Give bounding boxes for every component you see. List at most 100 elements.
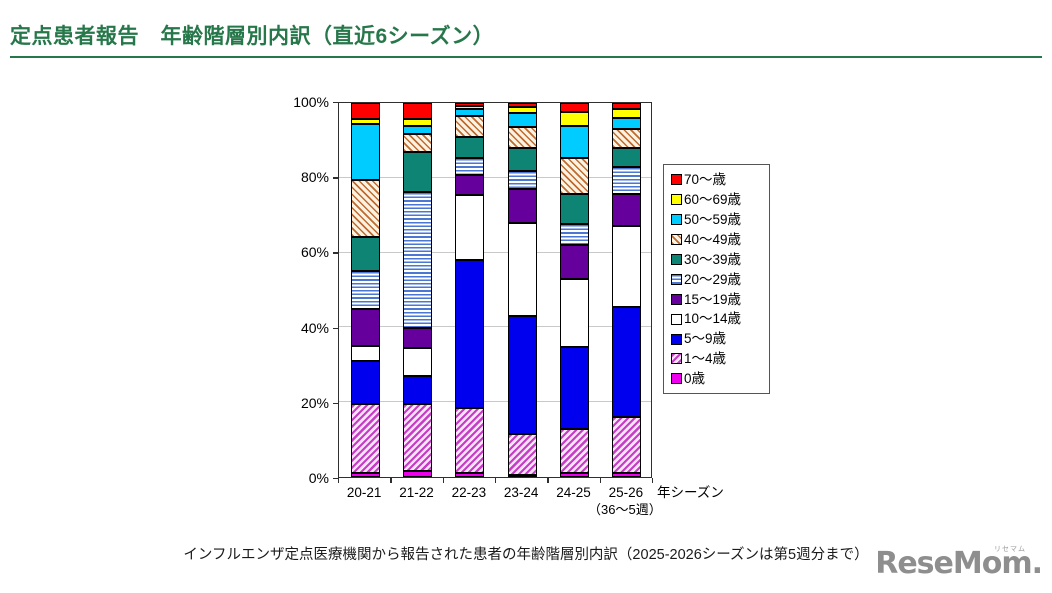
- y-axis-tick: [333, 402, 338, 405]
- y-axis-tick: [333, 252, 338, 254]
- bar-segment-1～4歳: [612, 417, 642, 473]
- bar-segment-15～19歳: [560, 245, 589, 280]
- x-axis-tick: [338, 478, 340, 483]
- bar-segment-70～歳: [560, 103, 589, 112]
- x-axis-label: 24-25: [556, 485, 591, 500]
- y-axis-label: 80%: [300, 169, 329, 186]
- bar-segment-20～29歳: [612, 167, 642, 194]
- bar-segment-40～49歳: [560, 158, 589, 194]
- gridline: [339, 251, 651, 253]
- bar-25-26: [612, 103, 642, 477]
- x-axis-tick: [652, 478, 654, 483]
- bar-segment-70～歳: [507, 103, 537, 108]
- bar-segment-0歳: [507, 474, 537, 477]
- bar-segment-10～14歳: [455, 194, 485, 261]
- bar-segment-60～69歳: [403, 119, 432, 126]
- legend-swatch: [671, 273, 682, 285]
- x-axis-label: 23-24: [503, 485, 539, 500]
- legend-item: 70～歳: [671, 170, 765, 190]
- plot-area: [338, 102, 652, 478]
- bar-segment-10～14歳: [612, 226, 642, 307]
- legend-item: 20～29歳: [671, 269, 765, 289]
- legend-swatch: [671, 194, 682, 206]
- bar-segment-40～49歳: [455, 116, 485, 138]
- y-axis-label: 0%: [308, 470, 329, 486]
- legend-label: 15～19歳: [684, 291, 742, 307]
- bar-segment-15～19歳: [403, 328, 432, 348]
- bar-segment-30～39歳: [612, 147, 642, 168]
- bar-segment-20～29歳: [403, 192, 432, 329]
- bar-segment-5～9歳: [403, 376, 432, 405]
- y-axis-label: 100%: [293, 94, 329, 110]
- bar-segment-60～69歳: [560, 111, 589, 126]
- bar-segment-30～39歳: [350, 236, 380, 272]
- y-axis-tick: [333, 478, 338, 480]
- bar-segment-50～59歳: [455, 108, 485, 117]
- bar-segment-30～39歳: [507, 147, 537, 171]
- x-axis-suffix: 年シーズン: [657, 485, 724, 500]
- legend-swatch: [671, 373, 682, 385]
- x-axis-note: （36～5週）: [588, 502, 662, 517]
- bar-segment-5～9歳: [612, 306, 642, 418]
- bar-segment-40～49歳: [507, 126, 537, 148]
- legend-item: 15～19歳: [671, 289, 765, 309]
- legend-swatch: [671, 234, 682, 246]
- bar-segment-1～4歳: [507, 434, 537, 475]
- bar-segment-20～29歳: [455, 158, 485, 175]
- legend: 70～歳 60～69歳 50～59歳 40～49歳 30～39歳 20～29歳 15～19歳…: [663, 164, 770, 394]
- bar-23-24: [507, 103, 537, 477]
- bar-segment-10～14歳: [350, 346, 380, 362]
- bar-segment-30～39歳: [455, 137, 485, 159]
- bar-21-22: [403, 103, 432, 477]
- legend-item: 50～59歳: [671, 210, 765, 230]
- bar-segment-70～歳: [350, 103, 380, 119]
- y-axis-label: 20%: [300, 394, 329, 411]
- x-axis-tick: [495, 478, 497, 483]
- bar-segment-60～69歳: [507, 107, 537, 114]
- bar-segment-10～14歳: [507, 222, 537, 317]
- legend-item: 10～14歳: [671, 309, 765, 329]
- page-title: 定点患者報告 年齢階層別内訳（直近6シーズン）: [10, 25, 495, 48]
- bar-segment-20～29歳: [560, 223, 589, 246]
- legend-item: 60～69歳: [671, 190, 765, 210]
- bar-segment-60～69歳: [612, 108, 642, 119]
- logo-text: ReseMom.: [875, 546, 1043, 581]
- y-axis-label: 40%: [300, 319, 329, 336]
- legend-label: 40～49歳: [684, 231, 742, 247]
- bar-segment-20～29歳: [507, 170, 537, 190]
- resemom-logo: リセマム ReseMom.: [875, 546, 1043, 581]
- legend-item: 30～39歳: [671, 250, 765, 270]
- bar-segment-60～69歳: [350, 118, 380, 125]
- bar-segment-15～19歳: [612, 193, 642, 227]
- bar-segment-60～69歳: [455, 105, 485, 109]
- gridline: [339, 176, 651, 178]
- x-axis-label: 22-23: [451, 485, 487, 500]
- bar-segment-30～39歳: [403, 152, 432, 193]
- bar-segment-15～19歳: [507, 189, 537, 223]
- bar-segment-0歳: [612, 472, 642, 477]
- bar-segment-70～歳: [403, 103, 432, 120]
- bar-20-21: [350, 103, 380, 477]
- bar-segment-15～19歳: [350, 308, 380, 347]
- bar-segment-5～9歳: [350, 361, 380, 405]
- legend-label: 70～歳: [684, 172, 727, 188]
- legend-item: 5～9歳: [671, 329, 765, 349]
- bar-segment-70～歳: [455, 103, 485, 106]
- legend-swatch: [671, 293, 682, 305]
- y-axis-tick: [333, 327, 338, 329]
- bar-segment-10～14歳: [560, 279, 589, 347]
- bar-22-23: [455, 103, 485, 477]
- bar-segment-0歳: [455, 473, 485, 477]
- bar-segment-1～4歳: [455, 407, 485, 474]
- x-axis-tick: [599, 478, 602, 483]
- bar-segment-0歳: [560, 472, 589, 477]
- x-axis-label: 21-22: [399, 485, 434, 500]
- bar-segment-40～49歳: [350, 180, 380, 237]
- bar-segment-50～59歳: [403, 125, 432, 135]
- legend-item: 1～4歳: [671, 349, 765, 369]
- bar-segment-50～59歳: [350, 124, 380, 181]
- gridline: [339, 326, 651, 328]
- legend-swatch: [671, 214, 682, 226]
